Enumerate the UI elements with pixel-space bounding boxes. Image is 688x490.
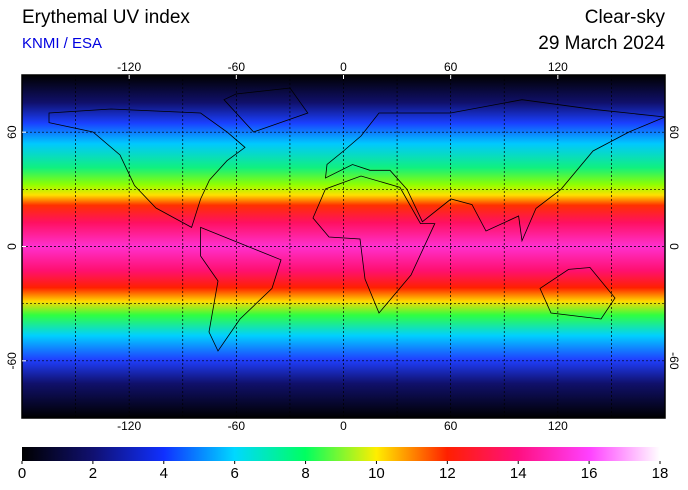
colorbar-label: 4 bbox=[160, 465, 168, 482]
lon-label-top: 60 bbox=[444, 60, 458, 74]
colorbar-label: 14 bbox=[510, 465, 527, 482]
lon-label-bottom: 60 bbox=[444, 419, 458, 433]
lon-label-bottom: -60 bbox=[228, 419, 246, 433]
north-america bbox=[48, 108, 246, 228]
colorbar-label: 18 bbox=[652, 465, 669, 482]
lon-label-top: -60 bbox=[228, 60, 246, 74]
colorbar-label: 10 bbox=[368, 465, 385, 482]
colorbar-label: 6 bbox=[230, 465, 238, 482]
lat-label-right: 60 bbox=[667, 125, 681, 139]
lat-label-left: 0 bbox=[5, 243, 19, 250]
colorbar-label: 0 bbox=[18, 465, 26, 482]
eurasia bbox=[325, 99, 666, 243]
lon-label-bottom: -120 bbox=[117, 419, 141, 433]
title: Erythemal UV index bbox=[22, 7, 190, 28]
coastlines bbox=[48, 87, 666, 352]
lon-label-top: -120 bbox=[117, 60, 141, 74]
graticule bbox=[22, 75, 665, 418]
lon-label-top: 120 bbox=[548, 60, 568, 74]
lat-label-left: -60 bbox=[5, 352, 19, 370]
colorbar-label: 12 bbox=[439, 465, 456, 482]
colorbar-label: 8 bbox=[301, 465, 309, 482]
south-america bbox=[200, 226, 282, 352]
colorbar bbox=[22, 447, 660, 461]
greenland bbox=[223, 87, 309, 133]
lon-label-bottom: 0 bbox=[340, 419, 347, 433]
colorbar-label: 16 bbox=[581, 465, 598, 482]
lat-label-left: 60 bbox=[5, 125, 19, 139]
condition: Clear-sky bbox=[585, 7, 666, 28]
lon-label-top: 0 bbox=[340, 60, 347, 74]
colorbar-label: 2 bbox=[89, 465, 97, 482]
lat-label-right: 0 bbox=[667, 243, 681, 250]
date: 29 March 2024 bbox=[538, 33, 665, 54]
africa bbox=[312, 175, 436, 314]
lat-label-right: -60 bbox=[667, 352, 681, 370]
australia bbox=[539, 267, 616, 320]
lon-label-bottom: 120 bbox=[548, 419, 568, 433]
subtitle: KNMI / ESA bbox=[22, 35, 102, 52]
